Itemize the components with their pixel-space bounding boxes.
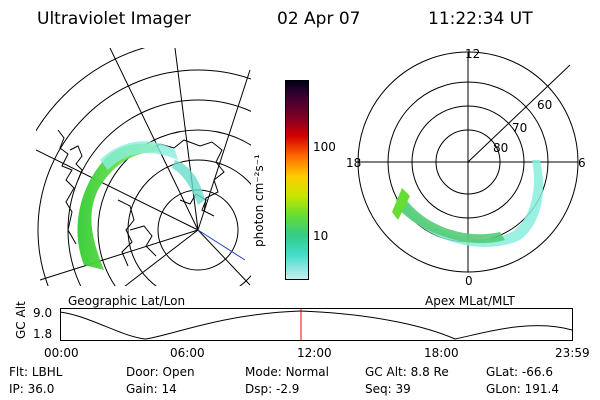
status-gain: Gain: 14 <box>126 382 177 396</box>
gc-alt-ylabel: GC Alt <box>14 301 28 339</box>
app-title: Ultraviolet Imager <box>37 9 191 29</box>
mlat-label-60: 60 <box>537 98 552 112</box>
gc-alt-xtick-2359: 23:59 <box>555 346 590 360</box>
apex-polar-plot: 12 18 6 0 60 70 80 <box>346 48 586 288</box>
apex-panel-label: Apex MLat/MLT <box>425 294 515 308</box>
mlt-label-18: 18 <box>346 156 361 170</box>
gc-alt-ytick-9: 9.0 <box>33 306 53 320</box>
geographic-map <box>36 48 251 286</box>
colorbar-label: photon cm⁻²s⁻¹ <box>252 154 266 247</box>
gc-alt-xtick-1200: 12:00 <box>297 346 332 360</box>
gc-alt-ytick-1-8: 1.8 <box>33 327 53 341</box>
gc-alt-plot <box>60 308 573 341</box>
status-dsp: Dsp: -2.9 <box>245 382 300 396</box>
status-gc-alt: GC Alt: 8.8 Re <box>365 365 449 379</box>
mlt-label-12: 12 <box>465 48 480 61</box>
gc-alt-xtick-1800: 18:00 <box>424 346 459 360</box>
status-glat: GLat: -66.6 <box>486 365 553 379</box>
gc-alt-xtick-0000: 00:00 <box>44 346 79 360</box>
colorbar <box>285 80 309 280</box>
colorbar-tick-100: 100 <box>313 140 336 154</box>
time-label: 11:22:34 UT <box>428 9 533 29</box>
date-label: 02 Apr 07 <box>277 9 361 29</box>
colorbar-tick-10: 10 <box>313 229 329 243</box>
status-mode: Mode: Normal <box>245 365 329 379</box>
status-flt: Flt: LBHL <box>9 365 63 379</box>
mlat-label-70: 70 <box>512 121 527 135</box>
geo-panel-label: Geographic Lat/Lon <box>68 294 186 308</box>
status-door: Door: Open <box>126 365 195 379</box>
mlt-label-6: 6 <box>578 156 586 170</box>
gc-alt-xtick-0600: 06:00 <box>170 346 205 360</box>
status-glon: GLon: 191.4 <box>486 382 559 396</box>
status-ip: IP: 36.0 <box>9 382 55 396</box>
mlat-label-80: 80 <box>493 141 508 155</box>
mlt-label-0: 0 <box>465 274 473 288</box>
status-seq: Seq: 39 <box>365 382 411 396</box>
